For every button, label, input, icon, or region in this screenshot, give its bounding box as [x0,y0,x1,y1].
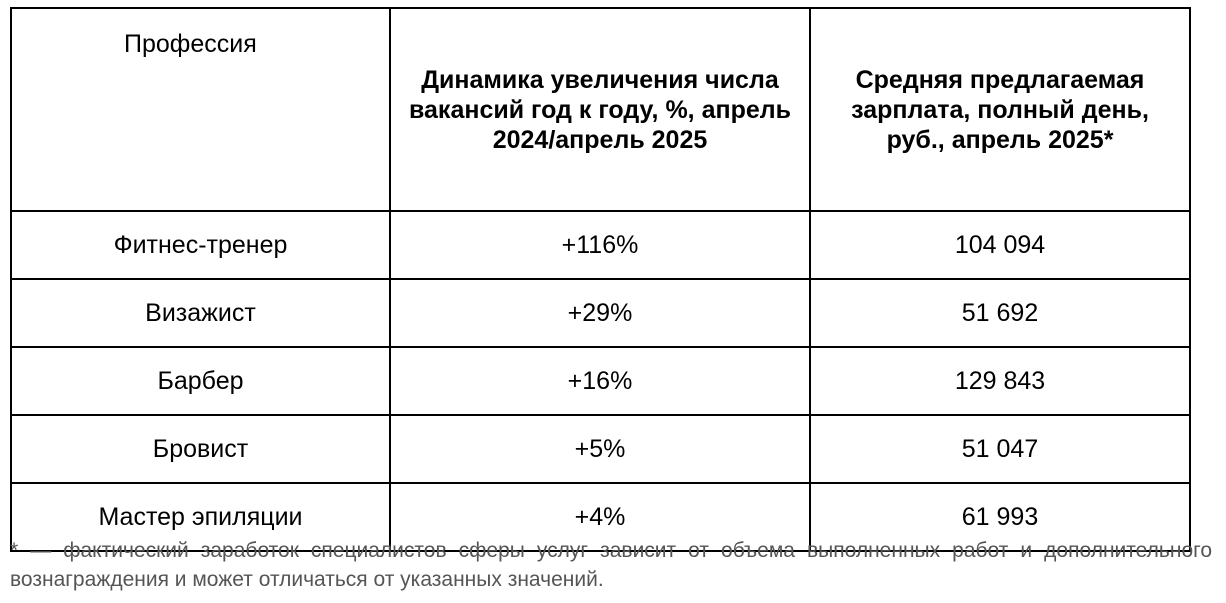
cell-salary: 51 047 [809,414,1191,484]
cell-profession: Барбер [10,346,391,416]
cell-growth: +29% [389,278,811,348]
cell-salary: 61 993 [809,482,1191,552]
cell-profession: Бровист [10,414,391,484]
cell-salary: 51 692 [809,278,1191,348]
table-row: Фитнес-тренер +116% 104 094 [10,210,1191,280]
cell-growth: +116% [389,210,811,280]
cell-growth: +5% [389,414,811,484]
table-footnote: * — фактический заработок специалистов с… [10,539,1212,591]
header-average-salary: Средняя предлагаемая зарплата, полный де… [809,7,1191,212]
header-profession: Профессия [10,7,391,212]
table-row: Визажист +29% 51 692 [10,278,1191,348]
table-row: Мастер эпиляции +4% 61 993 [10,482,1191,552]
header-vacancy-growth: Динамика увеличения числа вакансий год к… [389,7,811,212]
cell-profession: Мастер эпиляции [10,482,391,552]
cell-growth: +16% [389,346,811,416]
cell-profession: Фитнес-тренер [10,210,391,280]
table-row: Бровист +5% 51 047 [10,414,1191,484]
cell-salary: 104 094 [809,210,1191,280]
vacancies-salary-table: Профессия Динамика увеличения числа вака… [10,7,1191,552]
data-table-container: Профессия Динамика увеличения числа вака… [10,7,1191,552]
cell-salary: 129 843 [809,346,1191,416]
table-row: Барбер +16% 129 843 [10,346,1191,416]
cell-profession: Визажист [10,278,391,348]
cell-growth: +4% [389,482,811,552]
table-header-row: Профессия Динамика увеличения числа вака… [10,7,1191,212]
